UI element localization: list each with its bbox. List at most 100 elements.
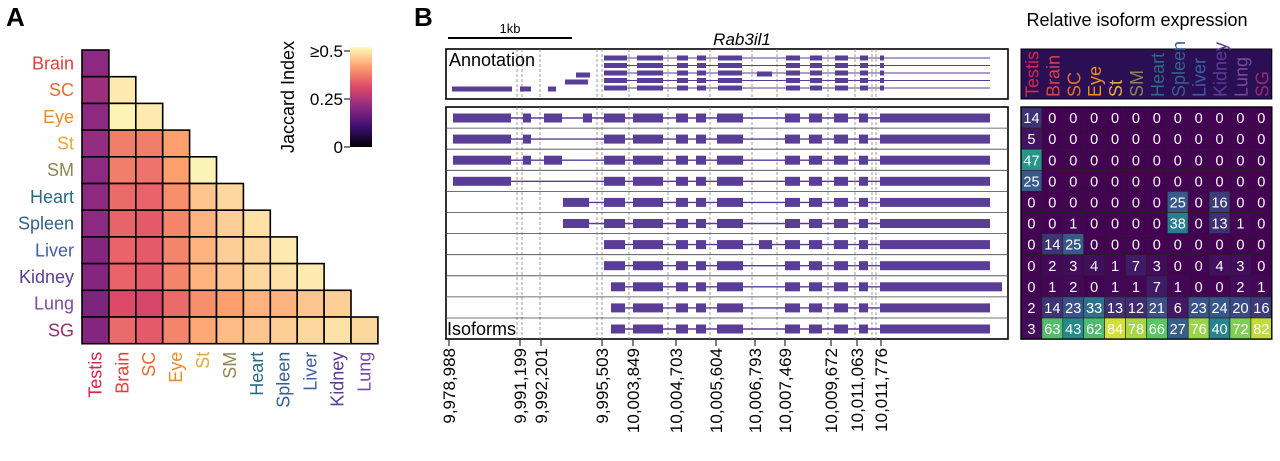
- col-label-st: St: [193, 352, 213, 369]
- coordinate-label: 9,995,503: [593, 348, 612, 424]
- coordinate-label: 10,011,776: [872, 348, 891, 432]
- gene-title: Rab3il1: [713, 30, 771, 49]
- exon-block: [453, 134, 511, 144]
- exon-block: [834, 282, 848, 292]
- exon-block: [604, 197, 625, 207]
- expression-value: 23: [1065, 301, 1081, 317]
- exon-block: [717, 155, 743, 165]
- expression-value: 0: [1048, 111, 1056, 127]
- exon-block: [785, 176, 800, 186]
- exon-block: [717, 197, 743, 207]
- annotation-exon: [835, 85, 848, 91]
- jaccard-cell: [188, 209, 218, 238]
- expression-value: 0: [1090, 111, 1098, 127]
- colorbar-gradient: [350, 47, 372, 147]
- jaccard-row-labels: Brain SC Eye St SM Heart Spleen Liver Kidney Lung…: [18, 53, 74, 340]
- jaccard-cell: [296, 289, 325, 318]
- exon-block: [604, 155, 625, 165]
- annotation-exon: [604, 70, 627, 76]
- annotation-exon: [860, 85, 868, 91]
- expression-value: 1: [1132, 280, 1140, 296]
- expression-value: 2: [1048, 259, 1056, 275]
- expression-value: 0: [1216, 111, 1224, 127]
- annotation-exon: [677, 55, 688, 61]
- annotation-exon: [677, 85, 688, 91]
- annotation-exon: [718, 78, 742, 83]
- exon-block: [453, 113, 511, 123]
- colorbar: ≥0.5 0.25 0: [310, 42, 372, 157]
- exon-block: [880, 324, 990, 334]
- annotation-exon: [860, 63, 868, 68]
- jaccard-cell: [108, 262, 137, 292]
- expression-value: 0: [1236, 132, 1244, 148]
- expression-value: 3: [1153, 259, 1161, 275]
- expression-value: 40: [1211, 322, 1227, 338]
- annotation-exon: [677, 63, 688, 68]
- expression-value: 84: [1107, 322, 1123, 338]
- row-label-kidney: Kidney: [19, 267, 74, 287]
- annotation-exon: [697, 70, 706, 76]
- expression-value: 25: [1065, 238, 1081, 254]
- expression-value: 6: [1174, 301, 1182, 317]
- expr-col-label-sc: SC: [1064, 72, 1084, 97]
- exon-block: [880, 303, 990, 313]
- annotation-exon: [697, 63, 706, 68]
- annotation-exon: [860, 78, 868, 83]
- jaccard-cell: [323, 289, 352, 318]
- jaccard-cell: [81, 182, 110, 212]
- exon-block: [834, 324, 848, 334]
- annotation-exon: [835, 55, 848, 61]
- expression-value: 7: [1132, 259, 1140, 275]
- expression-value: 0: [1195, 111, 1203, 127]
- exon-block: [834, 155, 848, 165]
- coordinate-label: 9,991,199: [511, 348, 530, 424]
- exon-block: [717, 240, 743, 250]
- exon-block: [785, 303, 800, 313]
- jaccard-cell: [135, 102, 164, 131]
- expression-value: 0: [1027, 259, 1035, 275]
- expression-value: 0: [1153, 238, 1161, 254]
- expression-value: 72: [1232, 322, 1248, 338]
- exon-block: [785, 324, 800, 334]
- expression-header-band: [1020, 48, 1273, 100]
- expression-value: 0: [1111, 238, 1119, 254]
- exon-block: [809, 113, 822, 123]
- exon-block: [453, 176, 511, 186]
- exon-block: [785, 134, 800, 144]
- exon-block: [759, 240, 772, 250]
- exon-block: [633, 134, 663, 144]
- exon-block: [859, 113, 868, 123]
- exon-block: [696, 155, 706, 165]
- expression-value: 14: [1044, 301, 1060, 317]
- expr-col-label-lung: Lung: [1231, 57, 1251, 97]
- expression-value: 0: [1257, 132, 1265, 148]
- expression-value: 0: [1048, 217, 1056, 233]
- jaccard-column-labels: Testis Brain SC Eye St SM Heart Spleen Liver Kidn…: [85, 352, 374, 408]
- jaccard-cell: [350, 316, 379, 345]
- jaccard-cell: [215, 182, 245, 212]
- expression-title: Relative isoform expression: [1026, 10, 1247, 30]
- annotation-exon: [452, 86, 512, 92]
- jaccard-cell: [269, 316, 298, 345]
- expression-value: 38: [1170, 217, 1186, 233]
- jaccard-cell: [188, 182, 218, 212]
- exon-block: [633, 303, 663, 313]
- exon-block: [880, 155, 990, 165]
- col-label-liver: Liver: [301, 352, 321, 391]
- expr-col-label-spleen: Spleen: [1169, 41, 1189, 97]
- jaccard-cell: [108, 102, 137, 131]
- exon-block: [717, 303, 743, 313]
- jaccard-cell: [269, 262, 298, 292]
- expression-value: 78: [1128, 322, 1144, 338]
- annotation-exon: [810, 70, 822, 76]
- jaccard-cell: [108, 129, 137, 158]
- row-label-eye: Eye: [43, 107, 74, 127]
- exon-block: [676, 197, 688, 207]
- annotation-exon: [810, 85, 822, 91]
- colorbar-tick: ≥0.5: [310, 42, 343, 61]
- isoforms-label: Isoforms: [447, 319, 516, 339]
- exon-block: [633, 261, 663, 271]
- expression-value: 0: [1195, 217, 1203, 233]
- exon-block: [523, 134, 531, 144]
- expression-value: 0: [1153, 195, 1161, 211]
